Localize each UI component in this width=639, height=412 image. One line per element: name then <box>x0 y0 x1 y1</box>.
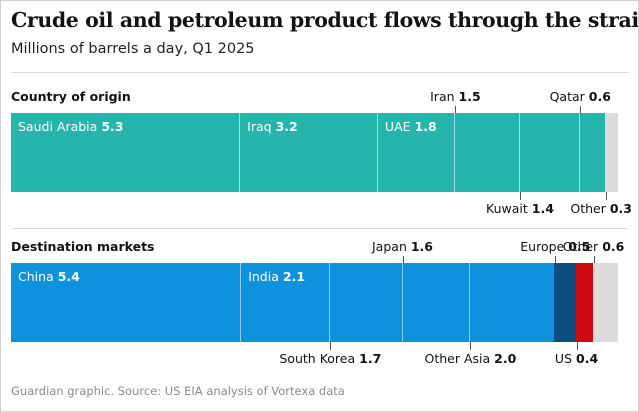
segment-label-us: US 0.4 <box>555 351 598 366</box>
segment-label-japan: Japan 1.6 <box>372 239 433 254</box>
segment-label-europe: Europe 0.5 <box>520 239 590 254</box>
origin-section-title: Country of origin <box>11 89 131 104</box>
segment-category-label: India <box>248 269 279 284</box>
bar-segment-india: India 2.1 <box>240 263 330 342</box>
leader-line-iran <box>455 106 457 113</box>
leader-line-qatar <box>580 106 582 113</box>
leader-line-us <box>576 342 578 350</box>
segment-value-label: 1.8 <box>414 119 437 134</box>
segment-category-label: Other Asia <box>424 351 491 366</box>
bar-segment-europe <box>554 263 576 342</box>
segment-label-iraq: Iraq 3.2 <box>247 119 298 134</box>
segment-label-qatar: Qatar 0.6 <box>550 89 611 104</box>
origin-stacked-bar: Saudi Arabia 5.3 Iraq 3.2 UAE 1.8 <box>11 113 618 192</box>
segment-value-label: 1.5 <box>458 89 481 104</box>
segment-category-label: UAE <box>384 119 411 134</box>
destination-stacked-bar: China 5.4 India 2.1 <box>11 263 618 342</box>
bar-segment-kuwait <box>518 113 580 192</box>
leader-line-south-korea <box>330 342 332 350</box>
segment-value-label: 0.5 <box>568 239 591 254</box>
segment-category-label: Other <box>570 201 606 216</box>
segment-category-label: Kuwait <box>486 201 528 216</box>
segment-label-china: China 5.4 <box>18 269 80 284</box>
bar-segment-japan <box>401 263 470 342</box>
segment-category-label: Europe <box>520 239 565 254</box>
segment-category-label: Saudi Arabia <box>18 119 98 134</box>
bar-segment-uae: UAE 1.8 <box>376 113 455 192</box>
segment-category-label: Iran <box>430 89 455 104</box>
segment-label-south-korea: South Korea 1.7 <box>279 351 381 366</box>
bar-segment-us <box>575 263 593 342</box>
bar-segment-qatar <box>579 113 606 192</box>
segment-value-label: 5.4 <box>57 269 80 284</box>
segment-value-label: 0.3 <box>609 201 632 216</box>
segment-value-label: 0.6 <box>602 239 625 254</box>
bar-segment-china: China 5.4 <box>11 263 241 342</box>
segment-category-label: Iraq <box>247 119 272 134</box>
segment-category-label: US <box>554 351 573 366</box>
leader-line-other <box>593 256 595 263</box>
leader-line-europe <box>555 256 557 263</box>
chart-title: Crude oil and petroleum product flows th… <box>11 8 639 32</box>
segment-value-label: 1.6 <box>410 239 434 254</box>
bar-segment-iran <box>454 113 519 192</box>
segment-value-label: 0.6 <box>588 89 611 104</box>
segment-label-india: India 2.1 <box>248 269 305 284</box>
leader-line-other-asia <box>470 342 472 350</box>
bar-segment-iraq: Iraq 3.2 <box>239 113 377 192</box>
segment-value-label: 5.3 <box>101 119 124 134</box>
segment-label-uae: UAE 1.8 <box>385 119 437 134</box>
segment-label-kuwait: Kuwait 1.4 <box>486 201 554 216</box>
segment-category-label: Qatar <box>549 89 585 104</box>
segment-category-label: South Korea <box>279 351 356 366</box>
leader-line-kuwait <box>519 192 521 200</box>
segment-category-label: Other <box>562 239 599 254</box>
segment-value-label: 0.4 <box>576 351 599 366</box>
segment-value-label: 1.7 <box>359 351 382 366</box>
segment-label-saudi-arabia: Saudi Arabia 5.3 <box>18 119 123 134</box>
bar-segment-other-asia <box>469 263 555 342</box>
leader-line-japan <box>402 256 404 263</box>
segment-label-iran: Iran 1.5 <box>430 89 481 104</box>
segment-label-other: Other 0.6 <box>563 239 625 254</box>
segment-value-label: 1.4 <box>531 201 554 216</box>
bar-segment-other <box>605 113 618 192</box>
segment-label-other-asia: Other Asia 2.0 <box>425 351 517 366</box>
source-note: Guardian graphic. Source: US EIA analysi… <box>11 384 345 398</box>
bar-segment-saudi-arabia: Saudi Arabia 5.3 <box>11 113 240 192</box>
segment-category-label: Japan <box>372 239 407 254</box>
destination-section-title: Destination markets <box>11 239 155 254</box>
divider <box>11 72 629 73</box>
segment-value-label: 2.0 <box>494 351 517 366</box>
segment-value-label: 3.2 <box>275 119 298 134</box>
segment-label-other: Other 0.3 <box>570 201 632 216</box>
chart-subtitle: Millions of barrels a day, Q1 2025 <box>11 41 255 57</box>
segment-value-label: 2.1 <box>282 269 306 284</box>
segment-category-label: China <box>18 269 54 284</box>
bar-segment-south-korea <box>329 263 402 342</box>
bar-segment-other <box>592 263 618 342</box>
leader-line-other <box>606 192 608 200</box>
divider <box>11 228 629 229</box>
